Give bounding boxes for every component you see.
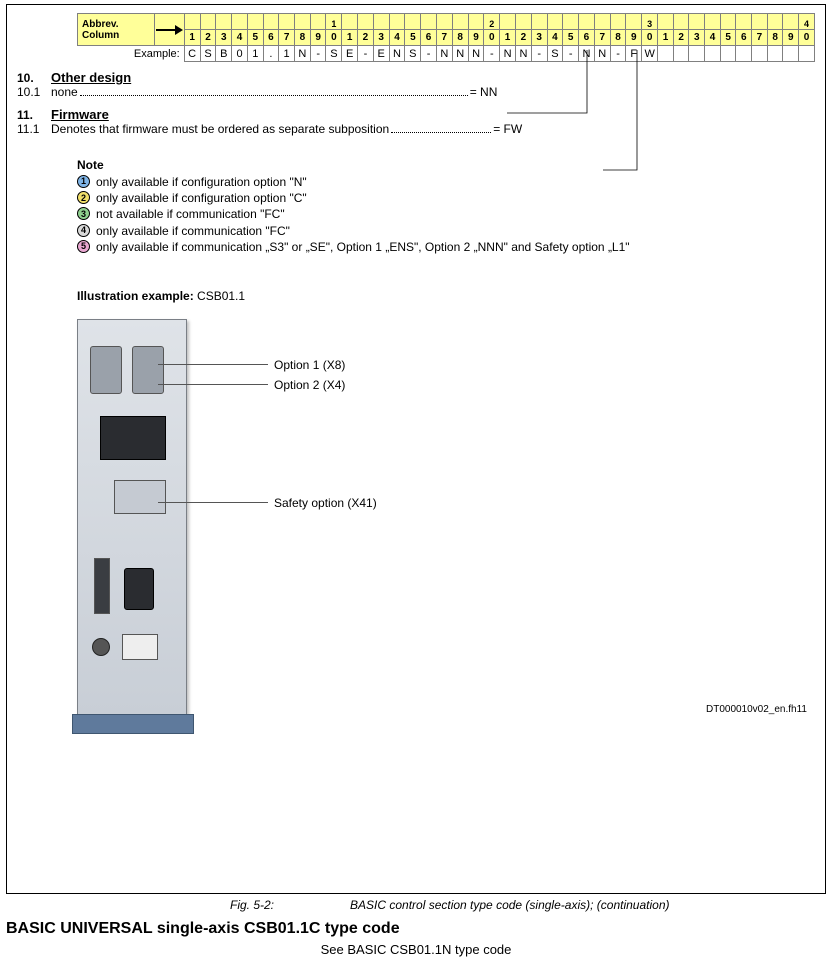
see-reference: See BASIC CSB01.1N type code: [0, 942, 832, 957]
note-item: 2only available if configuration option …: [77, 190, 815, 206]
device-illustration: Option 1 (X8)Option 2 (X4)Safety option …: [77, 319, 187, 719]
bottom-heading: BASIC UNIVERSAL single-axis CSB01.1C typ…: [6, 920, 826, 938]
callout: Option 2 (X4): [158, 378, 345, 392]
arrow-icon: [155, 23, 183, 37]
sections: 10.Other design10.1none= NN11.Firmware11…: [17, 70, 815, 136]
illustration-block: Illustration example: CSB01.1 Option 1 (…: [77, 289, 815, 719]
notes-block: Note 1only available if configuration op…: [77, 158, 815, 255]
note-item: 4only available if communication "FC": [77, 223, 815, 239]
callout: Option 1 (X8): [158, 358, 345, 372]
notes-heading: Note: [77, 158, 815, 172]
callout: Safety option (X41): [158, 496, 377, 510]
grid-header-label: Abbrev. Column: [78, 14, 155, 46]
note-item: 1only available if configuration option …: [77, 174, 815, 190]
figure-caption: Fig. 5-2:BASIC control section type code…: [230, 898, 832, 912]
page-frame: Abbrev. Column 1234 12345678901234567890…: [6, 4, 826, 894]
type-code-grid: Abbrev. Column 1234 12345678901234567890…: [77, 13, 815, 62]
grid-example-row: Example: CSB01.1N-SE-ENS-NNN-NN-S-NN-FW: [78, 46, 815, 62]
note-item: 5only available if communication „S3" or…: [77, 239, 815, 255]
doc-id: DT000010v02_en.fh11: [706, 704, 807, 715]
note-item: 3not available if communication "FC": [77, 206, 815, 222]
illustration-title: Illustration example: CSB01.1: [77, 289, 815, 303]
grid-column-numbers: 1234567890123456789012345678901234567890: [78, 30, 815, 46]
